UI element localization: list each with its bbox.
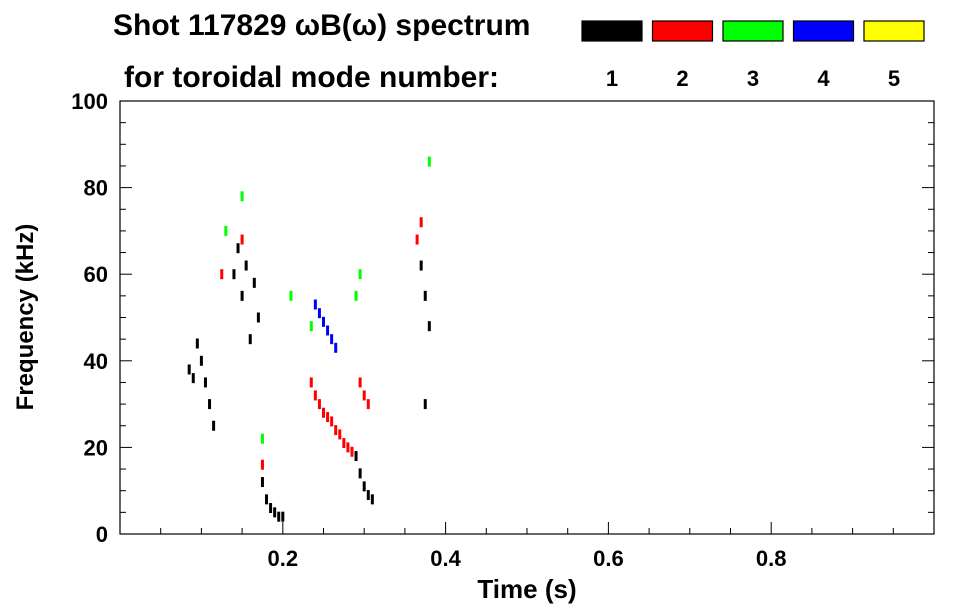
data-point-n2 [326,412,330,423]
legend-label-5: 5 [888,66,900,91]
y-tick-label: 60 [84,262,108,287]
data-point-n1 [265,494,269,505]
data-point-n2 [330,416,334,427]
data-point-n2 [366,399,370,410]
legend-swatch-2 [651,20,714,42]
data-point-n2 [362,390,366,401]
x-tick-labels: 0.2 0.4 0.6 0.8 [268,546,787,571]
data-point-n1 [252,277,256,288]
x-tick-label: 0.8 [756,546,787,571]
plot-frame [119,100,935,535]
data-point-n2 [350,446,354,457]
legend-swatch-4 [792,20,855,42]
legend-label-1: 1 [606,66,618,91]
legend-label-3: 3 [747,66,759,91]
data-point-n2 [346,442,350,453]
data-point-n2 [338,429,342,440]
data-point-n1 [244,260,248,271]
legend-swatch-5 [863,20,925,42]
data-point-n1 [358,468,362,479]
data-point-n2 [313,390,317,401]
data-point-n1 [423,290,427,301]
data-point-n4 [313,299,317,310]
data-point-n1 [277,511,281,522]
data-point-n3 [309,321,313,332]
data-point-n1 [187,364,191,375]
data-point-n2 [334,425,338,436]
x-tick-label: 0.4 [430,546,461,571]
data-point-n2 [309,377,313,388]
data-point-n4 [322,316,325,327]
data-point-n1 [260,477,264,488]
y-tick-label: 40 [84,349,108,374]
data-point-n2 [260,459,264,470]
legend-swatch-3 [722,20,784,42]
data-point-n2 [342,438,346,449]
data-point-n3 [260,433,264,444]
legend: 1 2 3 4 5 [581,20,925,91]
data-point-n2 [415,234,419,245]
data-point-n1 [354,451,358,462]
data-point-n1 [366,490,370,501]
data-point-n2 [317,399,321,410]
y-tick-label: 100 [71,89,108,114]
data-point-n4 [330,334,334,345]
y-tick-label: 20 [84,435,108,460]
y-tick-labels: 0 20 40 60 80 100 [71,89,108,547]
data-point-n1 [248,334,252,345]
data-point-n1 [362,481,366,492]
data-point-n1 [208,399,212,410]
data-point-n4 [317,308,321,319]
x-tick-label: 0.2 [268,546,299,571]
data-point-n1 [419,260,423,271]
axis-ticks [120,100,934,535]
legend-label-2: 2 [676,66,688,91]
data-point-n1 [203,377,207,388]
data-point-n3 [240,191,244,202]
data-point-n3 [358,269,362,280]
data-point-n2 [220,269,224,280]
data-point-n2 [419,217,423,228]
data-point-n1 [240,290,244,301]
y-tick-label: 0 [96,522,108,547]
legend-label-4: 4 [817,66,830,91]
data-point-n1 [195,338,199,349]
data-point-n1 [256,312,260,323]
data-point-n1 [191,373,195,384]
y-axis-label: Frequency (kHz) [12,224,39,411]
data-point-n2 [322,407,325,418]
data-point-n1 [370,494,374,505]
data-point-n1 [199,355,203,366]
data-point-n1 [423,399,427,410]
chart-title: Shot 117829 ωB(ω) spectrum [113,9,530,42]
y-tick-label: 80 [84,176,108,201]
x-axis-label: Time (s) [477,574,576,604]
data-point-n4 [334,342,338,353]
data-point-n3 [427,156,431,167]
data-marks [187,156,431,522]
data-point-n3 [224,225,228,236]
data-point-n1 [281,511,285,522]
legend-swatch-1 [581,20,643,42]
data-point-n1 [212,420,216,431]
data-point-n3 [289,290,293,301]
data-point-n4 [326,325,330,336]
x-tick-label: 0.6 [593,546,624,571]
data-point-n1 [236,243,240,254]
data-point-n1 [427,321,431,332]
chart-subtitle: for toroidal mode number: [124,61,499,94]
data-point-n2 [358,377,362,388]
data-point-n1 [232,269,236,280]
data-point-n2 [240,234,244,245]
data-point-n1 [269,503,273,514]
data-point-n1 [273,507,277,518]
data-point-n3 [354,290,358,301]
